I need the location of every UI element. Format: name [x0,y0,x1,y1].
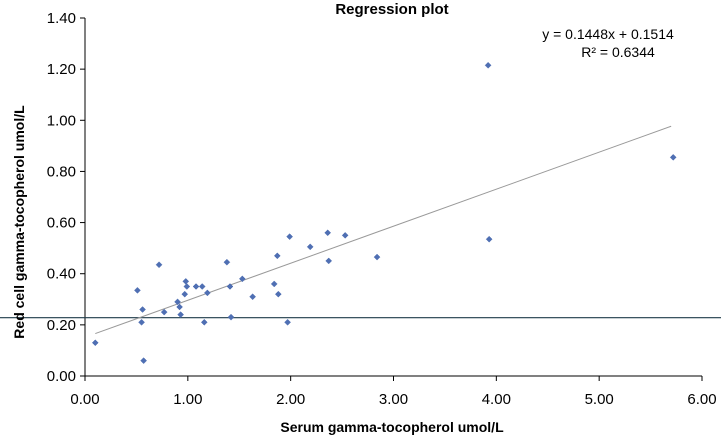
data-point [669,154,677,161]
y-tick-label: 0.20 [47,317,76,334]
y-tick-label: 1.40 [47,10,76,27]
data-point [226,283,234,290]
data-point [204,289,211,297]
y-tick-label: 1.00 [47,112,76,129]
x-tick-label: 1.00 [173,391,202,408]
data-point [485,235,493,243]
data-point [198,283,206,290]
data-point [182,278,190,285]
data-point [160,308,168,316]
data-point [138,318,145,326]
data-point [286,233,293,240]
data-point [273,252,281,260]
y-tick-label: 0.00 [47,368,76,385]
trendline-equation: y = 0.1448x + 0.1514 [542,26,674,42]
data-point [183,283,191,290]
data-point [238,275,246,283]
data-point [274,290,282,298]
y-tick-label: 1.20 [47,61,76,78]
x-tick-label: 6.00 [687,391,716,408]
x-tick-label: 5.00 [585,391,614,408]
x-tick-label: 3.00 [379,391,408,408]
data-point [200,318,208,326]
data-point [139,306,146,313]
y-tick-label: 0.40 [47,266,76,283]
data-point [249,293,256,301]
data-point [325,257,333,265]
data-point [306,243,314,251]
y-tick-label: 0.80 [47,163,76,180]
data-point [223,258,231,266]
data-point [227,313,235,321]
data-point [176,303,183,311]
data-point [91,339,99,347]
data-point [181,290,189,298]
data-point [373,253,381,261]
data-point [192,283,200,290]
data-point [140,357,147,365]
data-point [341,232,349,239]
data-point [284,318,291,326]
y-axis-title: Red cell gamma-tocopherol umol/L [11,105,27,339]
trendline [95,125,672,335]
x-tick-label: 4.00 [482,391,511,408]
x-tick-label: 2.00 [276,391,305,408]
y-tick-label: 0.60 [47,215,76,232]
data-point [174,298,181,306]
data-point [155,261,163,269]
plot-area: 0.00 0.20 0.40 0.60 0.80 1.00 1.20 1.40 0.00 1.00… [0,10,721,408]
data-point [134,286,141,294]
data-point [177,311,184,318]
x-axis-title: Serum gamma-tocopherol umol/L [280,419,504,435]
chart-title: Regression plot [335,1,448,18]
data-point [324,229,332,237]
x-tick-label: 0.00 [70,391,99,408]
data-point [484,61,492,69]
r-squared-label: R² = 0.6344 [581,44,655,60]
data-point [270,280,278,288]
